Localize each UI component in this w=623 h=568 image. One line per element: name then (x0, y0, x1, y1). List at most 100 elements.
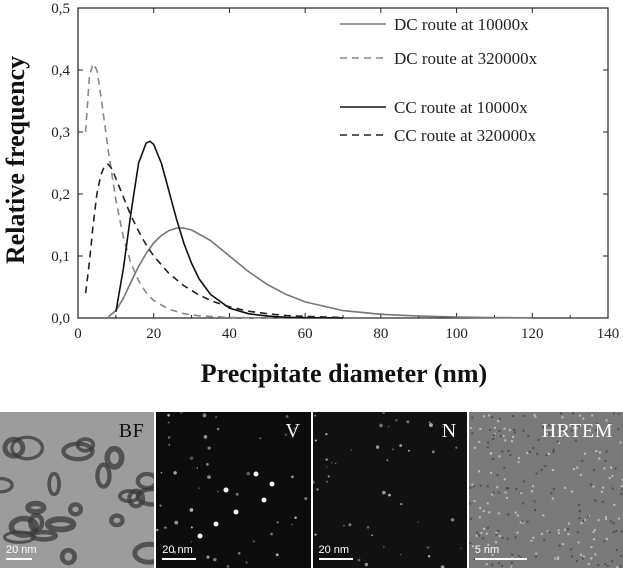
texture-mark (475, 531, 478, 534)
texture-mark (366, 526, 369, 529)
texture-mark (592, 531, 595, 534)
texture-mark (615, 549, 618, 552)
texture-mark (570, 429, 573, 432)
texture-mark (325, 480, 328, 483)
bf-image (0, 435, 155, 566)
texture-mark (347, 523, 351, 527)
texture-mark (497, 562, 500, 565)
texture-mark (492, 433, 495, 436)
texture-mark (604, 563, 607, 566)
texture-mark (558, 544, 561, 547)
texture-mark (491, 458, 494, 461)
texture-mark (382, 546, 385, 548)
texture-mark (370, 534, 373, 537)
texture-mark (546, 530, 549, 533)
scale-bar: 20 nm (6, 544, 37, 560)
texture-mark (223, 487, 229, 493)
texture-mark (557, 532, 560, 535)
texture-mark (608, 476, 611, 479)
texture-mark (609, 520, 612, 523)
texture-mark (315, 488, 319, 491)
texture-mark (556, 440, 559, 443)
x-tick-label: 80 (373, 326, 388, 342)
texture-mark (522, 414, 525, 417)
texture-mark (550, 492, 553, 495)
texture-mark (196, 467, 199, 469)
texture-mark (189, 508, 194, 512)
texture-mark (604, 515, 607, 518)
y-tick-label: 0,0 (51, 311, 70, 327)
texture-mark (534, 552, 537, 555)
texture-mark (578, 414, 581, 417)
texture-mark (590, 414, 593, 417)
texture-mark (526, 452, 529, 455)
y-tick-label: 0,1 (51, 249, 70, 265)
texture-mark (327, 475, 330, 478)
texture-mark (491, 493, 494, 496)
texture-mark (202, 413, 207, 418)
texture-mark (217, 427, 220, 431)
texture-mark (487, 441, 490, 444)
texture-mark (180, 412, 184, 414)
x-tick-label: 120 (521, 326, 544, 342)
texture-mark (551, 497, 554, 500)
texture-mark (620, 488, 623, 491)
texture-mark (526, 435, 529, 438)
texture-mark (479, 427, 482, 430)
texture-mark (557, 529, 560, 532)
texture-mark (517, 554, 520, 557)
texture-mark (611, 487, 614, 490)
texture-mark (510, 565, 513, 568)
texture-mark (534, 555, 537, 558)
texture-mark (608, 423, 611, 426)
texture-mark (579, 473, 582, 476)
texture-mark (590, 546, 593, 549)
texture-mark (293, 427, 297, 430)
texture-mark (312, 480, 315, 484)
texture-mark (357, 558, 360, 562)
texture-mark (498, 455, 501, 458)
texture-mark (595, 422, 598, 425)
texture-mark (575, 466, 578, 469)
texture-mark (521, 521, 524, 524)
texture-mark (488, 428, 491, 431)
texture-mark (543, 465, 546, 468)
texture-mark (391, 448, 394, 450)
scale-bar: 20 nm (318, 544, 353, 560)
texture-mark (593, 529, 596, 532)
texture-mark (561, 416, 564, 419)
texture-mark (606, 565, 609, 568)
texture-mark (540, 468, 543, 471)
texture-mark (581, 459, 584, 462)
texture-mark (612, 412, 615, 415)
texture-mark (487, 414, 490, 417)
texture-mark (490, 416, 493, 419)
texture-mark (581, 557, 584, 560)
texture-mark (597, 519, 600, 522)
texture-mark (505, 496, 508, 499)
texture-mark (8, 515, 39, 538)
texture-mark (552, 450, 555, 453)
texture-mark (168, 444, 171, 446)
texture-mark (548, 432, 551, 435)
panel-label: BF (118, 420, 145, 442)
texture-mark (482, 415, 485, 418)
texture-mark (160, 471, 163, 474)
texture-mark (557, 441, 560, 444)
texture-mark (502, 434, 505, 437)
texture-mark (517, 457, 520, 460)
texture-mark (191, 526, 194, 529)
texture-mark (511, 435, 514, 438)
texture-mark (398, 444, 402, 448)
texture-mark (571, 555, 574, 558)
texture-mark (513, 431, 516, 434)
texture-mark (491, 438, 494, 441)
texture-mark (493, 432, 496, 435)
texture-mark (381, 412, 385, 415)
texture-mark (492, 491, 495, 494)
texture-mark (479, 484, 482, 487)
texture-mark (330, 462, 332, 464)
texture-mark (174, 520, 179, 525)
texture-mark (592, 485, 595, 488)
texture-mark (497, 512, 500, 515)
